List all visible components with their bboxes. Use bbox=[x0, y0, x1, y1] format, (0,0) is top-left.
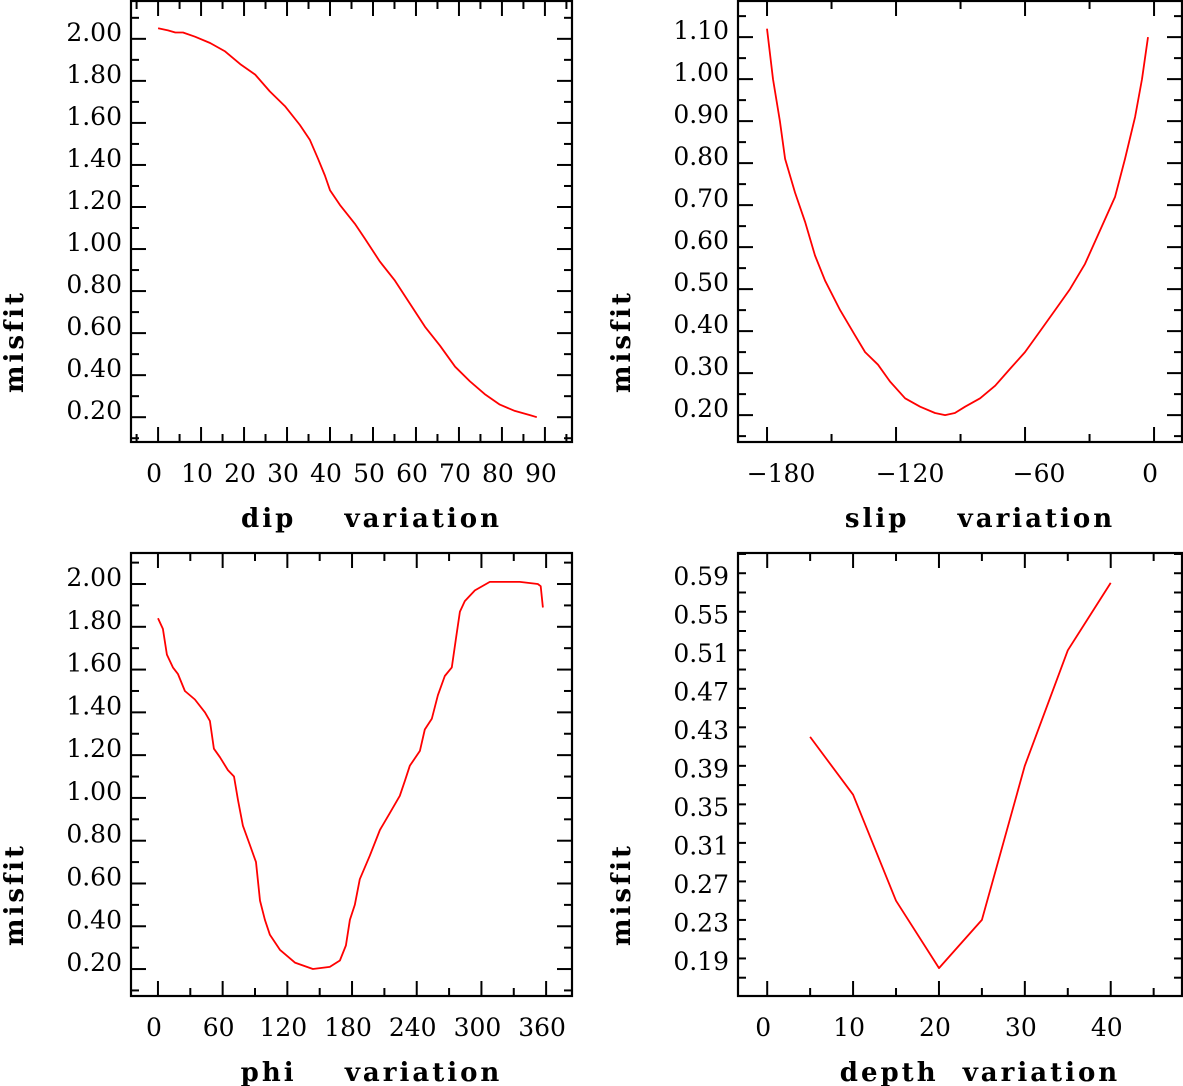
y-tick-label: 1.00 bbox=[66, 777, 122, 806]
x-tick-label: 10 bbox=[181, 459, 213, 488]
y-tick-label: 0.40 bbox=[673, 310, 729, 339]
misfit-line-phi bbox=[157, 581, 544, 970]
y-tick-label: 1.10 bbox=[673, 16, 729, 45]
x-tick-label: 30 bbox=[1005, 1013, 1037, 1042]
x-axis-title: phi variation bbox=[241, 1058, 503, 1086]
y-tick-label: 0.60 bbox=[66, 862, 122, 891]
y-tick-label: 0.70 bbox=[673, 184, 729, 213]
plot-frame bbox=[129, 551, 574, 998]
x-tick-label: 60 bbox=[203, 1013, 235, 1042]
x-tick-label: 20 bbox=[919, 1013, 951, 1042]
x-tick-label: −180 bbox=[747, 459, 816, 488]
y-tick-label: 1.80 bbox=[66, 60, 122, 89]
y-tick-label: 0.51 bbox=[673, 639, 729, 668]
misfit-line-slip bbox=[766, 28, 1149, 417]
y-tick-label: 0.27 bbox=[673, 870, 729, 899]
y-axis-title: misfit bbox=[607, 290, 637, 393]
y-tick-label: 0.90 bbox=[673, 100, 729, 129]
y-tick-label: 0.40 bbox=[66, 905, 122, 934]
y-tick-label: 0.60 bbox=[673, 226, 729, 255]
y-tick-label: 0.20 bbox=[66, 948, 122, 977]
x-tick-label: 80 bbox=[482, 459, 514, 488]
y-tick-label: 1.40 bbox=[66, 144, 122, 173]
y-tick-label: 0.39 bbox=[673, 754, 729, 783]
y-tick-label: 0.47 bbox=[673, 677, 729, 706]
x-tick-label: 40 bbox=[310, 459, 342, 488]
x-tick-label: 70 bbox=[439, 459, 471, 488]
panel-depth: 0 10 20 30 40 0.19 0.23 0.27 0.31 0.35 0.39 0.43 0.4… bbox=[607, 551, 1183, 1086]
x-tick-label: −60 bbox=[1013, 459, 1066, 488]
x-tick-label: 0 bbox=[146, 459, 162, 488]
y-tick-label: 1.60 bbox=[66, 649, 122, 678]
x-tick-label: 90 bbox=[525, 459, 557, 488]
x-tick-label: 0 bbox=[755, 1013, 771, 1042]
y-tick-label: 2.00 bbox=[66, 18, 122, 47]
y-tick-label: 0.80 bbox=[66, 270, 122, 299]
y-tick-label: 1.40 bbox=[66, 691, 122, 720]
x-tick-label: 40 bbox=[1091, 1013, 1123, 1042]
y-tick-label: 0.50 bbox=[673, 268, 729, 297]
x-axis-title: dip variation bbox=[241, 504, 502, 534]
x-tick-label: 180 bbox=[324, 1013, 372, 1042]
misfit-line-dip bbox=[157, 27, 538, 419]
y-tick-label: 0.19 bbox=[673, 947, 729, 976]
y-tick-label: 0.55 bbox=[673, 600, 729, 629]
misfit-line-depth bbox=[809, 582, 1112, 969]
y-tick-label: 1.80 bbox=[66, 606, 122, 635]
y-tick-label: 1.00 bbox=[66, 228, 122, 257]
y-tick-label: 1.20 bbox=[66, 734, 122, 763]
x-tick-label: 300 bbox=[454, 1013, 502, 1042]
y-axis-title: misfit bbox=[0, 290, 30, 393]
y-tick-label: 0.60 bbox=[66, 312, 122, 341]
x-tick-label: 240 bbox=[389, 1013, 437, 1042]
x-tick-label: 10 bbox=[833, 1013, 865, 1042]
x-tick-label: −120 bbox=[876, 459, 945, 488]
x-tick-label: 0 bbox=[1142, 459, 1158, 488]
x-axis-title: slip variation bbox=[845, 504, 1115, 534]
y-tick-label: 0.31 bbox=[673, 832, 729, 861]
x-tick-label: 20 bbox=[224, 459, 256, 488]
panel-dip: 0 10 20 30 40 50 60 70 80 90 0.20 0.40 0.60 0.80 1.00 1… bbox=[0, 0, 574, 534]
y-tick-label: 1.00 bbox=[673, 58, 729, 87]
y-tick-label: 1.60 bbox=[66, 102, 122, 131]
x-tick-label: 120 bbox=[259, 1013, 307, 1042]
y-tick-label: 0.40 bbox=[66, 354, 122, 383]
y-tick-label: 0.59 bbox=[673, 562, 729, 591]
y-tick-label: 0.30 bbox=[673, 352, 729, 381]
x-axis-title: depth variation bbox=[840, 1058, 1120, 1086]
y-tick-label: 0.20 bbox=[66, 396, 122, 425]
plot-frame bbox=[736, 551, 1183, 998]
y-tick-label: 0.35 bbox=[673, 793, 729, 822]
y-tick-label: 0.23 bbox=[673, 909, 729, 938]
x-tick-label: 30 bbox=[267, 459, 299, 488]
y-tick-label: 0.80 bbox=[673, 142, 729, 171]
y-tick-label: 1.20 bbox=[66, 186, 122, 215]
x-tick-label: 0 bbox=[146, 1013, 162, 1042]
x-tick-label: 360 bbox=[518, 1013, 566, 1042]
x-tick-label: 60 bbox=[396, 459, 428, 488]
y-axis-title: misfit bbox=[0, 843, 30, 946]
y-tick-label: 2.00 bbox=[66, 563, 122, 592]
panel-phi: 0 60 120 180 240 300 360 0.20 0.40 0.60 0.80 1.00 1.… bbox=[0, 551, 574, 1086]
y-axis-title: misfit bbox=[607, 843, 637, 946]
panel-slip: −180 −120 −60 0 0.20 0.30 0.40 0.50 0.60 0.70 0.80… bbox=[607, 0, 1183, 534]
y-tick-label: 0.80 bbox=[66, 820, 122, 849]
plot-frame bbox=[129, 0, 574, 444]
x-tick-label: 50 bbox=[353, 459, 385, 488]
y-tick-label: 0.43 bbox=[673, 716, 729, 745]
y-tick-label: 0.20 bbox=[673, 394, 729, 423]
